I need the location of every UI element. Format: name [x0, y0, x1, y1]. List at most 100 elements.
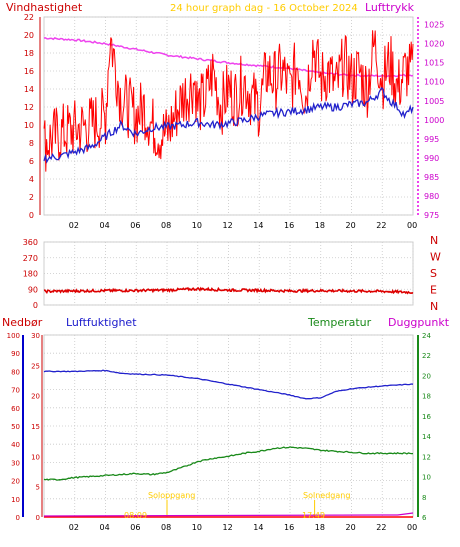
temperature-axis-label: Temperatur	[307, 316, 372, 329]
humidity-tick-label: 30	[31, 332, 40, 340]
compass-label: S	[430, 267, 437, 280]
wind-tick-label: 6	[29, 157, 34, 166]
panel-1-x-tick-label: 06	[130, 221, 140, 230]
temperature-tick-label: 20	[422, 372, 431, 380]
temperature-tick-label: 10	[422, 474, 431, 482]
temperature-tick-label: 18	[422, 393, 431, 401]
series-lines	[43, 30, 414, 518]
panel-1-x-tick-label: 16	[284, 221, 294, 230]
panel-1-x-tick-label: 10	[192, 221, 202, 230]
chart-title: 24 hour graph dag - 16 October 2024	[170, 3, 358, 14]
wind-tick-label: 14	[24, 85, 34, 94]
sunrise-time: 08:09	[124, 511, 147, 520]
direction-tick-label: 180	[23, 270, 38, 279]
wind-axis-label: Vindhastighet	[6, 1, 83, 14]
compass-label: N	[430, 300, 438, 313]
rain-tick-label: 10	[11, 496, 20, 504]
rain-tick-label: 40	[11, 441, 20, 449]
wind-tick-label: 16	[24, 67, 34, 76]
grid-lines	[44, 16, 414, 518]
humidity-axis-label: Luftfuktighet	[66, 316, 137, 329]
panel-3-x-tick-label: 08	[161, 523, 171, 532]
wind-tick-label: 0	[29, 211, 34, 220]
panel-1-x-tick-label: 22	[376, 221, 386, 230]
pressure-tick-label: 985	[424, 173, 439, 182]
temperature-tick-label: 22	[422, 352, 431, 360]
rain-tick-label: 80	[11, 368, 20, 376]
panel-1-x-tick-label: 08	[161, 221, 171, 230]
humidity-line	[43, 369, 414, 400]
direction-tick-label: 90	[28, 285, 38, 294]
pressure-tick-label: 1025	[424, 21, 444, 30]
rain-tick-label: 50	[11, 423, 20, 431]
rain-tick-label: 20	[11, 478, 20, 486]
wind-average-line	[43, 86, 414, 164]
rain-tick-label: 90	[11, 350, 20, 358]
panel-3-x-tick-label: 22	[376, 523, 386, 532]
sunset-label: Solnedgang	[303, 491, 350, 500]
panel-1-x-tick-label: 18	[315, 221, 325, 230]
panel-3-x-tick-label: 04	[100, 523, 110, 532]
pressure-tick-label: 995	[424, 135, 439, 144]
axes: 02 04 06 08 10 12 14 16 18 20 22 000246810121416182…	[7, 13, 445, 532]
rain-axis-label: Nedbør	[2, 316, 43, 329]
humidity-tick-label: 25	[31, 362, 40, 370]
pressure-tick-label: 1000	[424, 116, 444, 125]
panel-3-x-tick-label: 18	[315, 523, 325, 532]
pressure-tick-label: 990	[424, 154, 439, 163]
wind-tick-label: 8	[29, 139, 34, 148]
temperature-tick-label: 8	[422, 494, 426, 502]
wind-speed-line	[43, 30, 414, 172]
compass-label: N	[430, 234, 438, 247]
panel-3-x-tick-label: 00	[407, 523, 417, 532]
wind-tick-label: 2	[29, 193, 34, 202]
rain-tick-label: 0	[16, 514, 20, 522]
panel-1-x-tick-label: 04	[100, 221, 110, 230]
panel-3-x-tick-label: 20	[346, 523, 356, 532]
wind-tick-label: 4	[29, 175, 34, 184]
panel-3-x-tick-label: 06	[130, 523, 140, 532]
humidity-tick-label: 10	[31, 453, 40, 461]
panel-1-x-tick-label: 12	[223, 221, 233, 230]
rain-tick-label: 100	[7, 332, 20, 340]
panel-1-x-tick-label: 14	[253, 221, 263, 230]
pressure-tick-label: 980	[424, 192, 439, 201]
compass-label: E	[430, 284, 437, 297]
temperature-tick-label: 14	[422, 433, 431, 441]
humidity-tick-label: 20	[31, 393, 40, 401]
wind-tick-label: 20	[24, 31, 34, 40]
wind-tick-label: 22	[24, 13, 34, 22]
rain-tick-label: 60	[11, 405, 20, 413]
sunset-time: 17:49	[302, 511, 325, 520]
pressure-axis-label: Lufttrykk	[365, 1, 415, 14]
panel-3-x-tick-label: 10	[192, 523, 202, 532]
temperature-line	[43, 446, 413, 481]
temperature-tick-label: 6	[422, 514, 427, 522]
wind-tick-label: 10	[24, 121, 34, 130]
pressure-tick-label: 1010	[424, 78, 444, 87]
humidity-tick-label: 0	[36, 514, 40, 522]
humidity-tick-label: 5	[36, 484, 40, 492]
direction-tick-label: 0	[33, 301, 38, 310]
panel-1-x-tick-label: 00	[407, 221, 417, 230]
wind-tick-label: 12	[24, 103, 34, 112]
panel-2-frame	[43, 241, 414, 306]
dewpoint-axis-label: Duggpunkt	[388, 316, 450, 329]
panel-3-x-tick-label: 12	[223, 523, 233, 532]
pressure-tick-label: 1005	[424, 97, 444, 106]
temperature-tick-label: 16	[422, 413, 431, 421]
pressure-tick-label: 1015	[424, 59, 444, 68]
wind-tick-label: 18	[24, 49, 34, 58]
compass-label: W	[430, 251, 441, 264]
panel-3-x-tick-label: 14	[253, 523, 263, 532]
temperature-tick-label: 24	[422, 332, 431, 340]
wind-direction-line	[43, 286, 414, 295]
humidity-tick-label: 15	[31, 423, 40, 431]
pressure-tick-label: 1020	[424, 40, 444, 49]
panel-3-x-tick-label: 16	[284, 523, 294, 532]
panel-3-x-tick-label: 02	[69, 523, 79, 532]
rain-tick-label: 70	[11, 387, 20, 395]
temperature-tick-label: 12	[422, 453, 431, 461]
rain-tick-label: 30	[11, 459, 20, 467]
